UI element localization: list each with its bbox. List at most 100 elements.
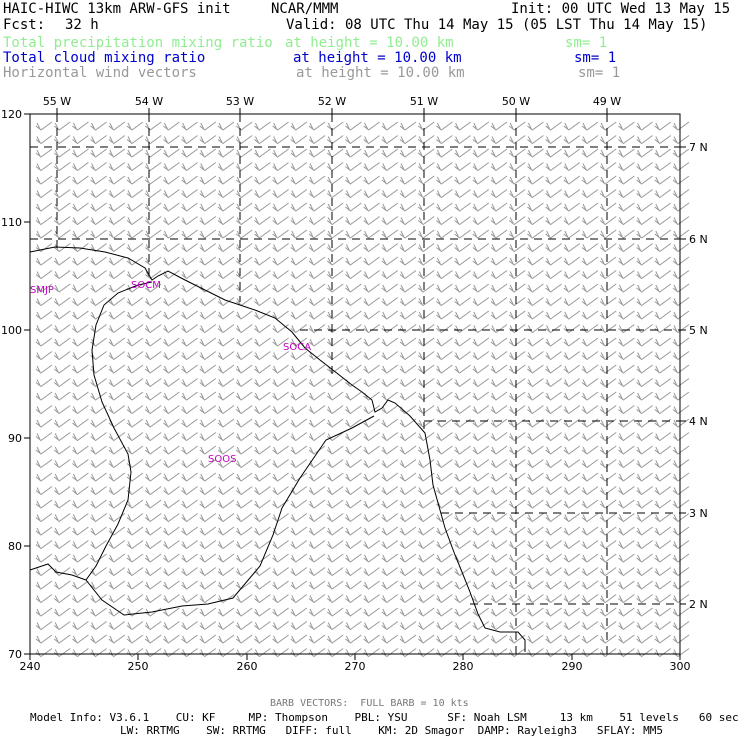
wind-barb (72, 648, 89, 658)
wind-barb (235, 243, 253, 253)
wind-barb (363, 364, 380, 374)
wind-barb (599, 297, 617, 307)
wind-barb (672, 364, 690, 374)
wind-barb (326, 283, 344, 293)
wind-barb (345, 621, 362, 631)
wind-barb (272, 283, 289, 293)
wind-barb (399, 243, 417, 253)
wind-barb (363, 229, 380, 239)
wind-barb (545, 553, 562, 563)
wind-barb (326, 148, 344, 158)
wind-barb (472, 540, 490, 550)
wind-barb (472, 513, 490, 523)
wind-barb (527, 472, 544, 482)
wind-barb (326, 351, 344, 361)
model-title: HAIC-HIWC 13km ARW-GFS init (3, 1, 231, 17)
wind-barb (108, 135, 126, 145)
wind-barb (472, 567, 490, 577)
wind-barb (308, 594, 326, 604)
wind-barb (654, 189, 672, 199)
wind-barb (254, 405, 271, 415)
wind-barb (217, 472, 235, 482)
wind-barb (636, 607, 653, 617)
wind-barb (654, 391, 672, 401)
wind-barb (454, 486, 471, 496)
wind-barb (472, 243, 490, 253)
wind-barb (290, 270, 308, 280)
wind-barb (163, 526, 180, 536)
wind-barb (417, 229, 435, 239)
wind-barb (254, 580, 271, 590)
wind-barb (599, 135, 617, 145)
wind-barb (326, 270, 344, 280)
wind-barb (599, 243, 617, 253)
wind-barb (308, 351, 326, 361)
wind-barb (636, 162, 653, 172)
border-west (85, 281, 375, 616)
wind-barb (672, 121, 690, 131)
wind-barb (636, 135, 653, 145)
wind-barb (144, 432, 162, 442)
wind-barb (527, 297, 544, 307)
wind-barb (217, 175, 235, 185)
wind-barb (563, 175, 581, 185)
wind-barb (53, 202, 71, 212)
wind-barb (345, 486, 362, 496)
wind-barb (545, 391, 562, 401)
wind-barb (399, 418, 417, 428)
wind-barb (126, 540, 144, 550)
station-label-soca: SOCA (283, 342, 311, 353)
wind-barb (326, 310, 344, 320)
wind-barb (436, 378, 453, 388)
wind-barb (672, 256, 690, 266)
wind-barb (472, 324, 490, 334)
wind-barb (527, 243, 544, 253)
wind-barb (217, 432, 235, 442)
wind-barb (163, 256, 180, 266)
wind-barb (381, 526, 399, 536)
wind-barb (618, 189, 635, 199)
wind-barb (254, 486, 271, 496)
wind-barb (472, 553, 490, 563)
wind-barb (490, 486, 508, 496)
wind-barb (599, 648, 617, 658)
wind-barb (345, 189, 362, 199)
wind-barb (508, 594, 526, 604)
wind-barb (308, 445, 326, 455)
wind-barb (144, 256, 162, 266)
wind-barb (363, 283, 380, 293)
wind-barb (508, 459, 526, 469)
wind-barb (527, 594, 544, 604)
wind-barb (654, 648, 672, 658)
wind-barb (545, 540, 562, 550)
wind-barb (527, 445, 544, 455)
wind-barb (454, 229, 471, 239)
wind-barb (90, 445, 107, 455)
wind-barb (436, 391, 453, 401)
wind-barb (235, 351, 253, 361)
wind-barb (381, 135, 399, 145)
wind-barb (53, 270, 71, 280)
wind-barb (235, 432, 253, 442)
wind-barb (654, 486, 672, 496)
wind-barb (345, 472, 362, 482)
wind-barb (563, 229, 581, 239)
wind-barb (163, 594, 180, 604)
wind-barb (235, 567, 253, 577)
wind-barb (472, 148, 490, 158)
wind-barb (672, 445, 690, 455)
wind-barb (199, 378, 217, 388)
wind-barb (163, 499, 180, 509)
wind-barb (326, 324, 344, 334)
wind-barb (490, 391, 508, 401)
wind-barb (35, 526, 53, 536)
wind-barb (181, 459, 198, 469)
wind-barb (672, 189, 690, 199)
wind-barb (217, 634, 235, 644)
wind-barb (599, 405, 617, 415)
wind-barb (90, 607, 107, 617)
wind-barb (363, 459, 380, 469)
wind-barb (53, 378, 71, 388)
wind-barb (72, 283, 89, 293)
wind-barb (181, 351, 198, 361)
